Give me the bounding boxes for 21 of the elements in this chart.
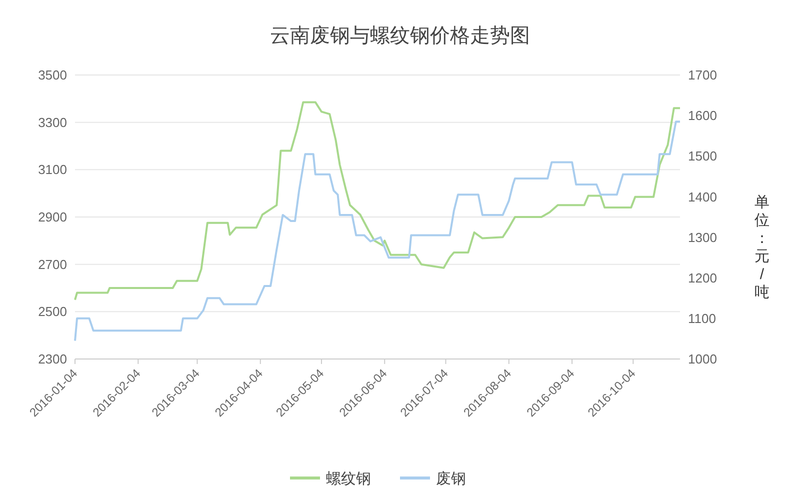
y-tick-label: 3300 bbox=[38, 114, 67, 130]
legend-label: 废钢 bbox=[436, 470, 466, 488]
y-tick-label: 2700 bbox=[38, 256, 67, 272]
y2-tick-label: 1700 bbox=[688, 68, 717, 83]
legend-label: 螺纹钢 bbox=[326, 470, 371, 488]
y2-tick-label: 1200 bbox=[688, 270, 717, 286]
y2-tick-label: 1100 bbox=[688, 310, 716, 326]
y-tick-label: 2300 bbox=[38, 352, 67, 367]
line-series bbox=[74, 120, 681, 342]
y-tick-label: 2500 bbox=[38, 304, 67, 320]
y-tick-label: 3100 bbox=[38, 162, 67, 178]
y2-tick-label: 1500 bbox=[688, 148, 717, 164]
line-series bbox=[74, 101, 681, 301]
y2-tick-label: 1600 bbox=[688, 108, 717, 124]
y2-tick-label: 1000 bbox=[688, 352, 717, 367]
y-tick-label: 3500 bbox=[38, 68, 67, 83]
chart-title: 云南废钢与螺纹钢价格走势图 bbox=[270, 25, 530, 47]
y2-axis-title: 单位：元/吨 bbox=[754, 194, 770, 301]
y2-tick-label: 1400 bbox=[688, 189, 717, 204]
y2-tick-label: 1300 bbox=[688, 230, 717, 245]
y-tick-label: 2900 bbox=[38, 210, 67, 225]
